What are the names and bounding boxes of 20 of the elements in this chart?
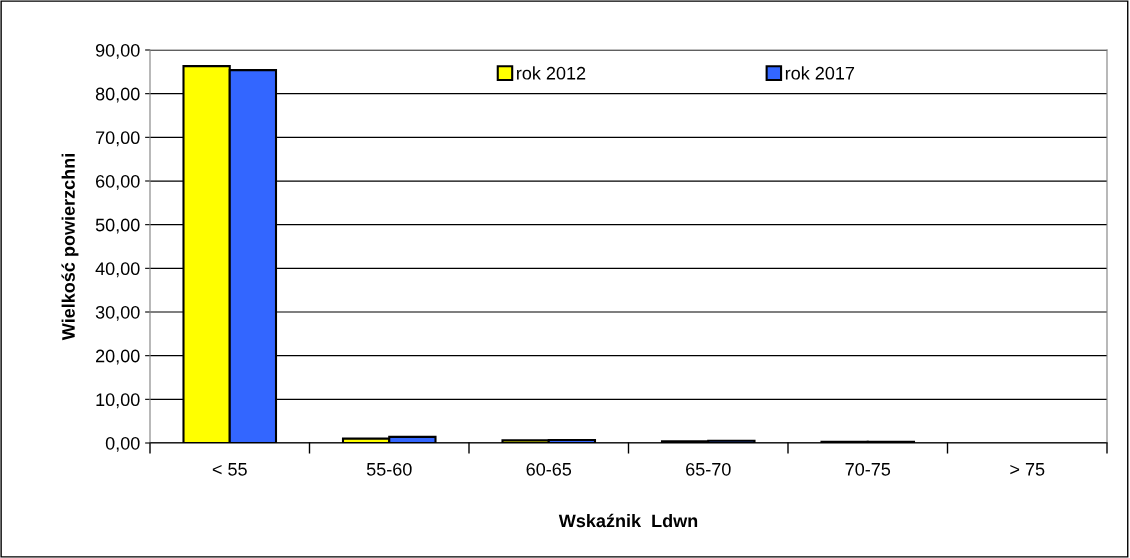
legend-label: rok 2017 xyxy=(785,66,855,80)
x-tick-label: 70-75 xyxy=(845,462,891,476)
legend-label: rok 2012 xyxy=(517,66,586,80)
y-tick-label: 90,00 xyxy=(95,43,140,59)
y-axis-title: Wielkość powierzchni xyxy=(61,154,79,341)
y-tick-label: 60,00 xyxy=(96,174,140,190)
x-tick-label: < 55 xyxy=(212,463,247,476)
x-tick-label: 65-70 xyxy=(686,462,731,476)
y-tick-label: 30,00 xyxy=(95,305,140,321)
x-tick-label: > 75 xyxy=(1010,463,1045,476)
y-tick-label: 20,00 xyxy=(96,349,140,365)
y-tick-label: 10,00 xyxy=(96,393,140,409)
y-tick-label: 0,00 xyxy=(105,436,140,452)
y-tick-label: 40,00 xyxy=(95,262,140,278)
x-axis-title: Wskaźnik Ldwn xyxy=(558,513,698,528)
y-tick-label: 70,00 xyxy=(96,131,140,147)
x-tick-label: 55-60 xyxy=(366,462,412,476)
y-tick-label: 50,00 xyxy=(95,218,140,234)
y-tick-label: 80,00 xyxy=(95,87,140,103)
x-tick-label: 60-65 xyxy=(526,462,572,476)
